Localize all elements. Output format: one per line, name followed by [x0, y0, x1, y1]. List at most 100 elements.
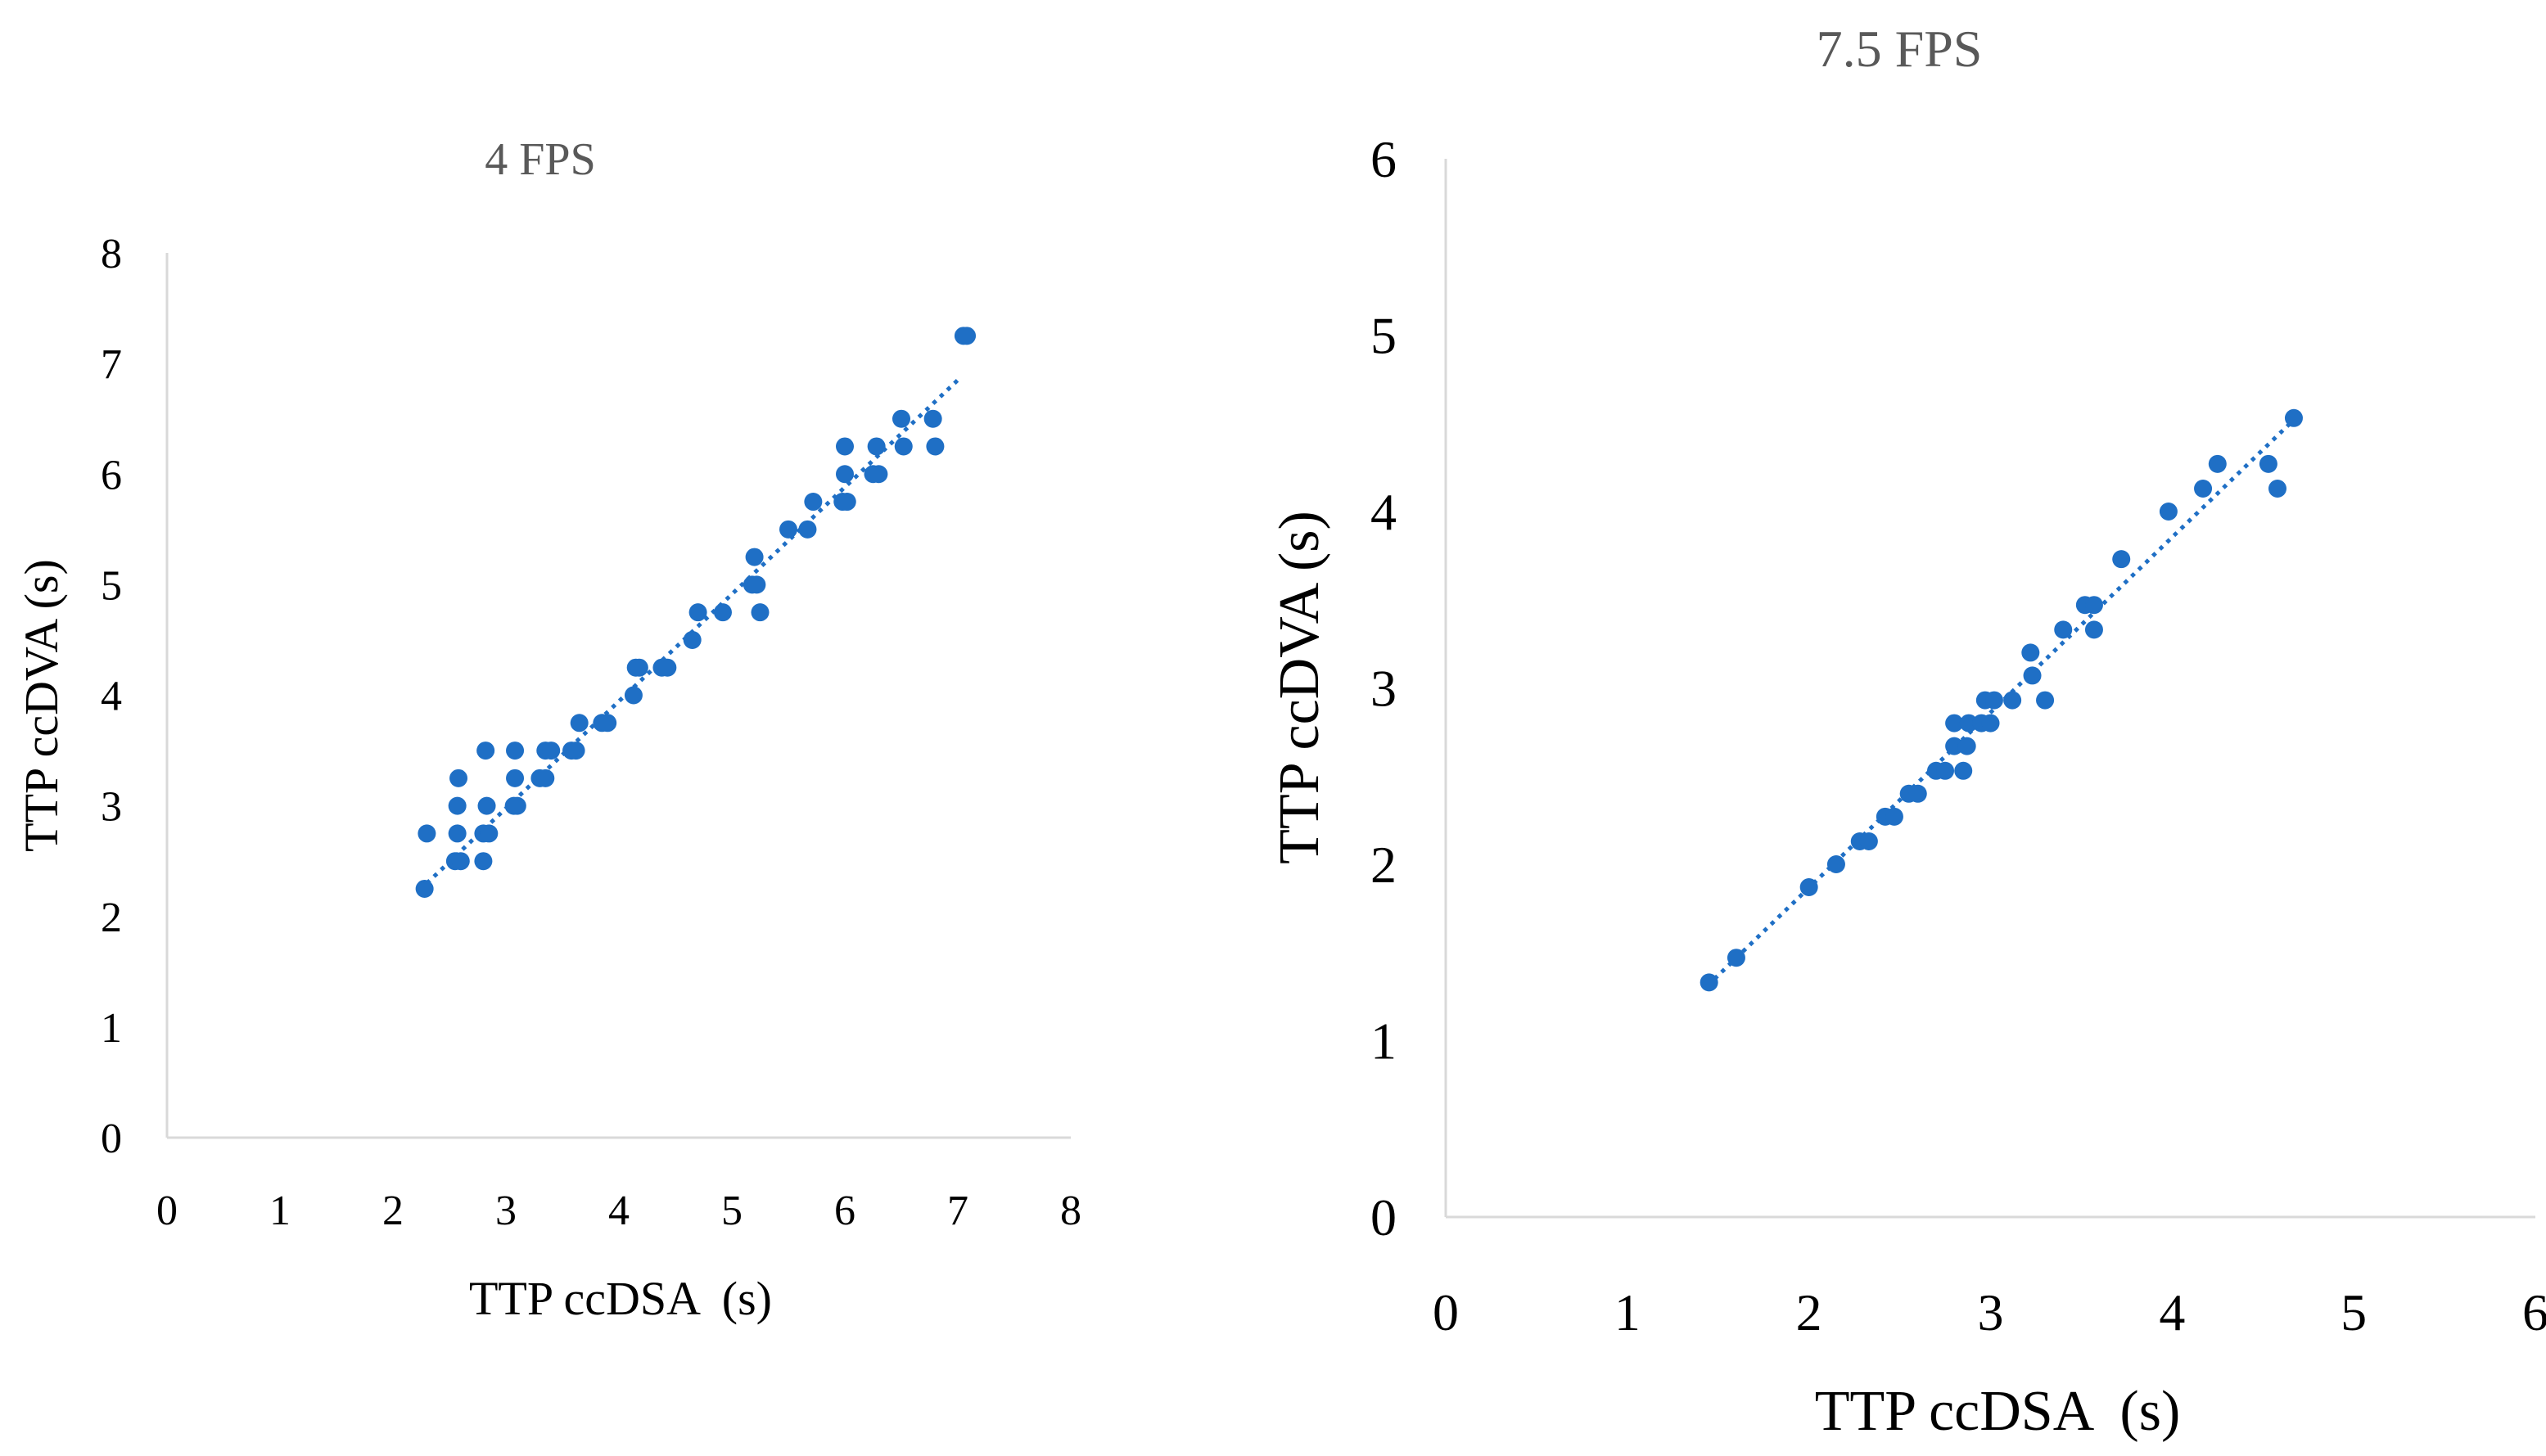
data-point: [2112, 550, 2131, 569]
data-point: [837, 493, 856, 512]
y-tick-label: 3: [1370, 660, 1397, 718]
y-tick-label: 3: [101, 784, 122, 831]
y-axis-label: TTP ccDVA (s): [15, 559, 68, 852]
data-point: [2054, 620, 2073, 639]
data-point: [804, 493, 823, 512]
y-tick-label: 2: [101, 895, 122, 941]
data-point: [1936, 761, 1955, 780]
x-axis-label: TTP ccDSA (s): [469, 1272, 772, 1325]
data-point: [2021, 643, 2040, 662]
x-tick-label: 1: [1614, 1283, 1641, 1341]
data-point: [2084, 596, 2103, 615]
data-point: [506, 769, 525, 787]
y-tick-label: 1: [101, 1005, 122, 1052]
x-tick-label: 5: [2341, 1283, 2367, 1341]
data-point: [415, 879, 434, 898]
data-points: [415, 327, 977, 898]
data-point: [751, 603, 770, 622]
data-point: [542, 742, 561, 760]
y-tick-label: 0: [101, 1116, 122, 1162]
chart-title: 7.5 FPS: [1817, 20, 1983, 78]
chart-7-5fps: 7.5 FPS 0 1 2 3 4 5 6 0 1 2 3 4 5 6 TTP ccDSA (s) TT…: [1268, 20, 2546, 1443]
y-tick-label: 7: [101, 341, 122, 388]
data-point: [1957, 737, 1976, 755]
data-point: [2259, 454, 2277, 473]
data-point: [1945, 714, 1964, 733]
x-tick-label: 0: [1433, 1283, 1459, 1341]
x-tick-label: 6: [2522, 1283, 2546, 1341]
data-point: [926, 437, 945, 456]
data-point: [747, 575, 766, 594]
x-tick-label: 4: [608, 1188, 630, 1234]
data-point: [1799, 878, 1818, 897]
chart-title: 4 FPS: [485, 134, 595, 185]
data-point: [1908, 784, 1927, 803]
y-tick-label: 6: [1370, 130, 1397, 188]
data-point: [869, 465, 888, 484]
data-point: [2268, 479, 2286, 498]
data-point: [798, 520, 817, 539]
x-axis-label: TTP ccDSA (s): [1815, 1380, 2181, 1443]
data-point: [683, 630, 702, 649]
data-point: [958, 327, 977, 345]
data-point: [2208, 454, 2227, 473]
data-point: [598, 714, 617, 733]
data-point: [451, 852, 470, 871]
y-tick-label: 5: [101, 562, 122, 609]
x-tick-label: 3: [495, 1188, 517, 1234]
data-point: [1945, 737, 1964, 755]
y-tick-labels: 0 1 2 3 4 5 6: [1370, 130, 1397, 1246]
data-point: [2023, 666, 2042, 685]
x-tick-label: 5: [721, 1188, 743, 1234]
data-point: [2159, 503, 2178, 521]
y-tick-label: 5: [1370, 307, 1397, 365]
data-point: [894, 437, 913, 456]
data-point: [745, 548, 764, 566]
data-point: [448, 796, 467, 815]
data-point: [1984, 691, 2003, 710]
data-point: [477, 796, 496, 815]
data-point: [836, 465, 854, 484]
data-point: [567, 742, 585, 760]
data-point: [1859, 832, 1878, 850]
data-point: [624, 686, 643, 705]
data-point: [892, 409, 910, 428]
data-point: [536, 769, 555, 787]
x-tick-label: 4: [2159, 1283, 2185, 1341]
x-tick-label: 7: [947, 1188, 968, 1234]
data-point: [448, 824, 467, 843]
y-tick-label: 8: [101, 231, 122, 277]
x-tick-label: 6: [834, 1188, 855, 1234]
data-point: [2284, 408, 2303, 427]
data-point: [1959, 714, 1978, 733]
y-axis-label: TTP ccDVA (s): [1268, 511, 1331, 864]
data-point: [2003, 691, 2022, 710]
data-point: [474, 852, 493, 871]
y-tick-label: 4: [101, 674, 122, 720]
data-point: [867, 437, 886, 456]
data-point: [570, 714, 589, 733]
x-tick-label: 0: [156, 1188, 178, 1234]
data-point: [418, 824, 436, 843]
data-point: [923, 409, 942, 428]
data-point: [1727, 949, 1745, 967]
y-tick-label: 6: [101, 452, 122, 498]
data-point: [476, 742, 495, 760]
data-point: [779, 520, 797, 539]
data-point: [2194, 479, 2213, 498]
y-tick-label: 0: [1370, 1188, 1397, 1246]
data-point: [1826, 855, 1845, 873]
y-tick-label: 4: [1370, 483, 1397, 541]
data-point: [688, 603, 707, 622]
y-tick-labels: 0 1 2 3 4 5 6 7 8: [101, 231, 122, 1162]
data-point: [630, 658, 648, 677]
data-points: [1700, 408, 2303, 992]
data-point: [2084, 620, 2103, 639]
y-tick-label: 1: [1370, 1012, 1397, 1071]
data-point: [1954, 761, 1973, 780]
x-tick-label: 2: [382, 1188, 404, 1234]
x-tick-labels: 0 1 2 3 4 5 6 7 8: [156, 1188, 1081, 1234]
data-point: [1981, 714, 2000, 733]
